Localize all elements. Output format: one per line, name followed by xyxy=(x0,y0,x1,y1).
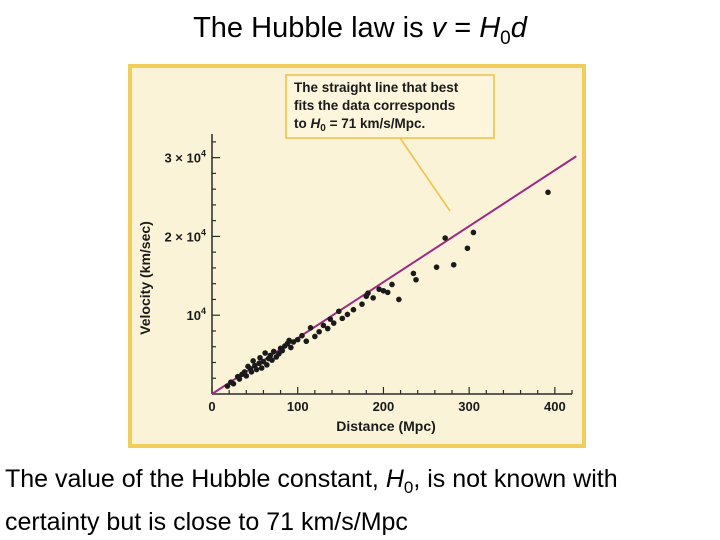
data-point xyxy=(253,366,260,373)
data-point xyxy=(299,332,305,339)
data-point xyxy=(344,311,351,318)
data-point xyxy=(336,308,342,315)
callout-h: H xyxy=(311,116,321,131)
data-point xyxy=(224,383,231,389)
data-point xyxy=(370,295,376,301)
data-point xyxy=(303,338,310,345)
data-point xyxy=(339,315,346,322)
x-tick-label: 200 xyxy=(373,399,395,414)
caption-post: , is not known with certainty but is clo… xyxy=(5,465,618,536)
caption-h: H xyxy=(385,465,404,493)
callout-line-3-post: = 71 km/s/Mpc. xyxy=(326,116,425,131)
title-sub: 0 xyxy=(500,27,511,49)
data-point xyxy=(380,287,387,294)
data-point xyxy=(350,306,357,313)
data-point xyxy=(230,380,237,387)
data-point xyxy=(250,358,256,364)
data-point xyxy=(307,325,314,331)
data-point xyxy=(294,336,301,343)
data-point xyxy=(264,362,270,368)
data-point xyxy=(410,270,417,277)
callout-box: The straight line that best fits the dat… xyxy=(285,74,495,212)
data-point xyxy=(359,301,365,307)
y-tick-label: 2 × 104 xyxy=(164,227,206,244)
data-point xyxy=(320,322,327,329)
data-point xyxy=(258,365,265,371)
hubble-figure: 0 100 200 300 400 104 2 × 104 3 × 104 Distance (… xyxy=(128,64,586,448)
data-point xyxy=(327,316,334,322)
data-point xyxy=(389,281,395,288)
callout-rect xyxy=(285,74,495,139)
title-d: d xyxy=(510,12,527,44)
hubble-chart: 0 100 200 300 400 104 2 × 104 3 × 104 Distance (… xyxy=(128,64,586,448)
caption-sub: 0 xyxy=(403,478,414,497)
data-point xyxy=(269,357,275,363)
data-point xyxy=(376,286,382,293)
data-point xyxy=(248,369,255,375)
y-tick-label: 104 xyxy=(187,306,206,323)
data-point xyxy=(450,261,457,268)
data-point xyxy=(257,354,263,361)
data-point xyxy=(236,376,243,382)
data-point xyxy=(324,325,331,332)
data-point xyxy=(442,235,448,241)
x-axis-title: Distance (Mpc) xyxy=(336,418,436,434)
title-prefix: The Hubble law is xyxy=(193,12,432,44)
data-point xyxy=(384,289,391,296)
data-point xyxy=(267,352,274,359)
data-point xyxy=(279,347,286,354)
y-axis-title: Velocity (km/sec) xyxy=(137,221,153,335)
data-point xyxy=(433,264,440,270)
data-point xyxy=(270,348,277,355)
data-point xyxy=(312,333,318,340)
data-point xyxy=(545,189,551,196)
slide-title: The Hubble law is v = H0d xyxy=(0,12,720,50)
callout-line-3-pre: to xyxy=(294,116,311,131)
callout-line-1: The straight line that best xyxy=(294,80,459,95)
data-point xyxy=(288,344,294,351)
x-tick-label: 100 xyxy=(287,399,309,414)
data-point xyxy=(330,320,337,326)
x-tick-label: 0 xyxy=(208,399,215,414)
caption-pre: The value of the Hubble constant, xyxy=(5,465,386,493)
data-point xyxy=(464,245,471,252)
title-eq: = xyxy=(446,12,480,44)
data-point xyxy=(413,276,419,283)
data-point xyxy=(286,337,292,344)
slide-caption: The value of the Hubble constant, H0, is… xyxy=(5,462,715,539)
title-v: v xyxy=(431,12,447,44)
callout-pointer xyxy=(399,137,451,212)
y-tick-label: 3 × 104 xyxy=(164,149,206,166)
callout-line-2: fits the data corresponds xyxy=(294,98,455,113)
callout-sub: 0 xyxy=(320,123,326,134)
data-point xyxy=(243,373,250,379)
data-point xyxy=(365,290,371,296)
data-point xyxy=(396,296,402,303)
data-point xyxy=(316,328,322,335)
x-tick-label: 400 xyxy=(544,399,566,414)
data-point xyxy=(470,229,477,236)
x-tick-label: 300 xyxy=(458,399,480,414)
title-h: H xyxy=(479,12,501,44)
callout-line-3: to H0 = 71 km/s/Mpc. xyxy=(294,116,425,134)
data-point xyxy=(262,350,268,356)
data-point xyxy=(256,360,262,367)
data-point xyxy=(290,339,297,345)
